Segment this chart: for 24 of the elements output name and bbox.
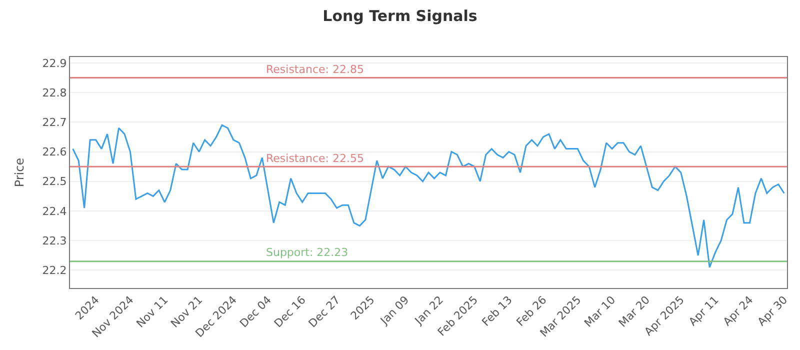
x-tick-label: Apr 30 — [755, 294, 790, 329]
chart-title: Long Term Signals — [322, 7, 478, 25]
x-tick-label: Dec 27 — [306, 294, 343, 330]
line-series — [72, 124, 785, 268]
x-tick-label: Dec 16 — [272, 294, 308, 330]
x-tick-label: Apr 11 — [686, 294, 722, 329]
x-tick-label: Dec 04 — [237, 294, 274, 330]
y-tick-label: 22.9 — [42, 56, 67, 70]
ref-line-label: Resistance: 22.55 — [266, 152, 364, 165]
y-tick-label: 22.5 — [42, 175, 67, 188]
x-tick-label: Jan 09 — [377, 294, 412, 328]
x-tick-label: Apr 24 — [720, 294, 756, 329]
y-axis-title: Price — [12, 158, 27, 188]
ref-line-label: Support: 22.23 — [266, 246, 348, 259]
y-tick-label: 22.6 — [42, 146, 67, 159]
x-tick-label: Feb 13 — [479, 294, 515, 329]
y-tick-label: 22.4 — [42, 204, 67, 218]
x-tick-label: Mar 10 — [582, 294, 618, 330]
y-tick-label: 22.8 — [42, 86, 67, 100]
y-tick-label: 22.7 — [42, 116, 67, 129]
x-tick-label: Nov 11 — [134, 294, 171, 330]
ref-line-label: Resistance: 22.85 — [266, 63, 364, 76]
y-tick-label: 22.2 — [42, 264, 67, 278]
y-tick-label: 22.3 — [42, 234, 67, 248]
